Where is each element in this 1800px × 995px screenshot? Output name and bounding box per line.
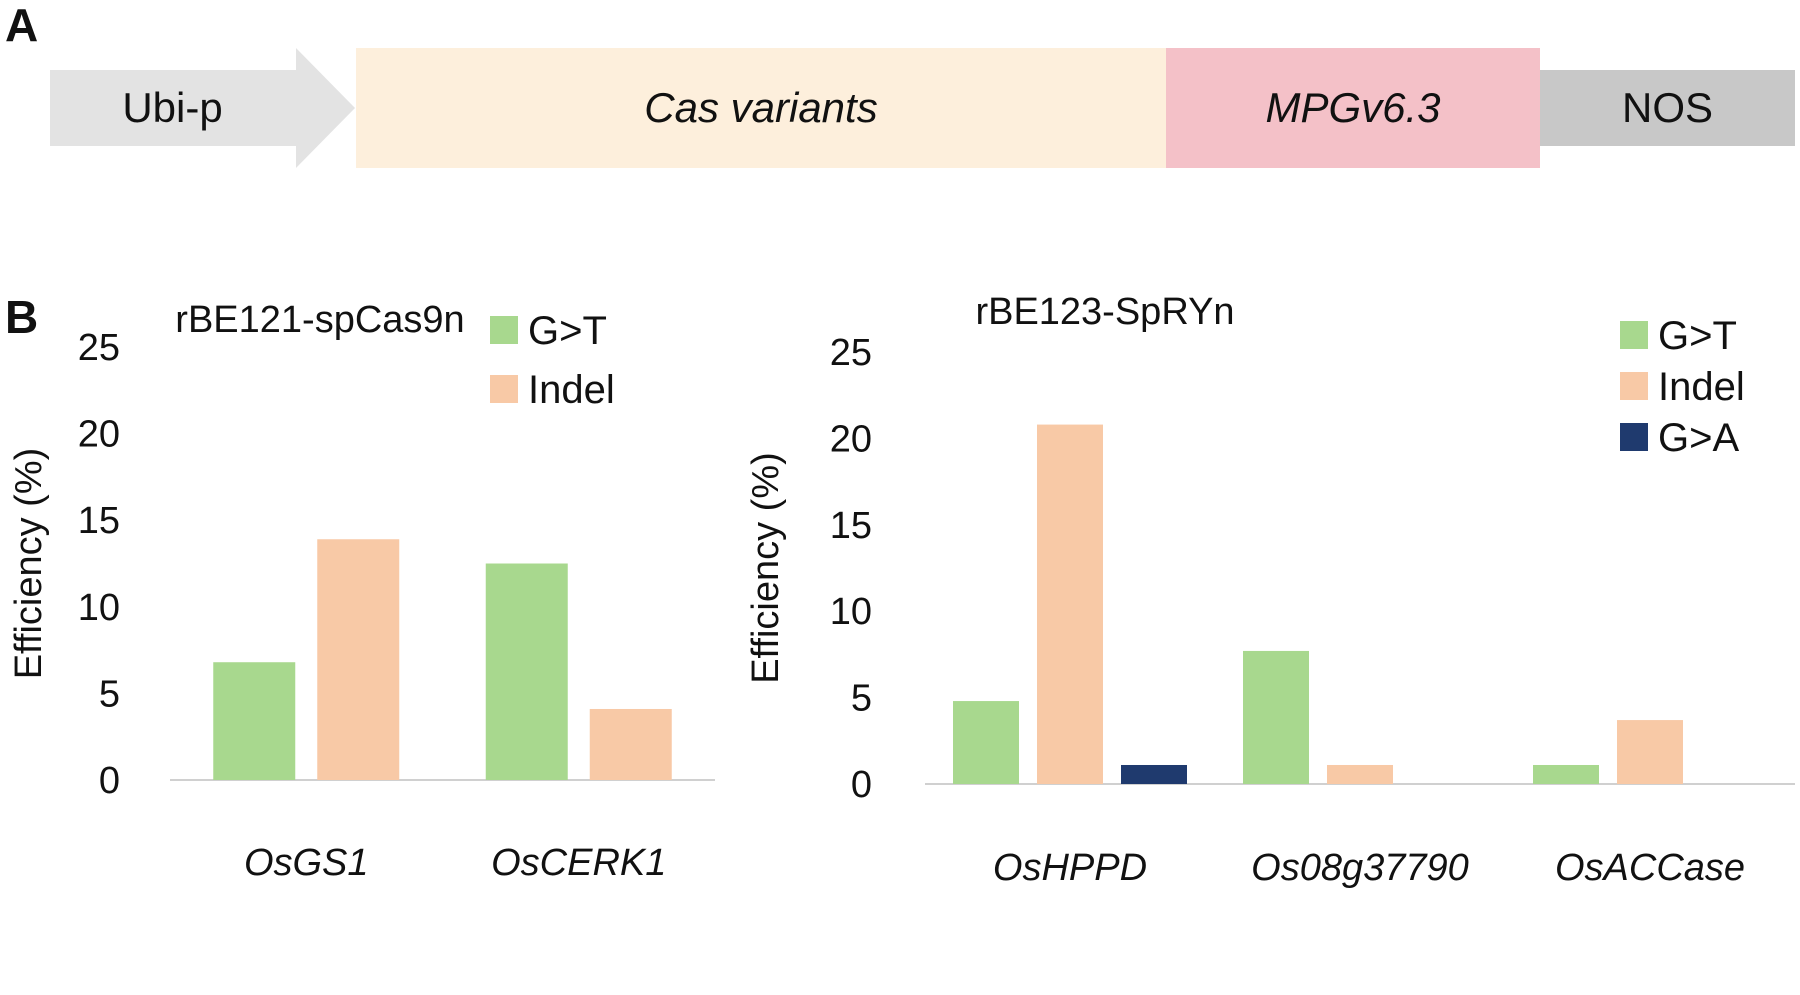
legend-label: G>T (528, 309, 607, 353)
legend-swatch (1620, 423, 1648, 451)
y-tick-label: 0 (99, 760, 120, 802)
legend-swatch (490, 375, 518, 403)
category-label: OsCERK1 (491, 842, 666, 884)
bar (317, 539, 400, 780)
y-tick-label: 5 (99, 673, 120, 715)
y-tick-label: 20 (830, 418, 872, 460)
legend-swatch (490, 316, 518, 344)
panel-label-b: B (5, 291, 39, 343)
cas-variants-text: Cas variants (644, 84, 878, 131)
legend-label: Indel (528, 368, 615, 412)
promoter-label: Ubi-p (50, 70, 295, 146)
chart-left: rBE121-spCas9n 0 5 10 15 20 25 Efficiency (%) Os… (0, 280, 720, 995)
chart-left-svg: rBE121-spCas9n 0 5 10 15 20 25 Efficiency (%) Os… (8, 299, 715, 884)
y-tick-label: 10 (830, 591, 872, 633)
y-tick-label: 5 (851, 678, 872, 720)
bar (213, 662, 296, 780)
y-tick-label: 0 (851, 764, 872, 806)
y-tick-label: 15 (78, 500, 120, 542)
bar (1037, 424, 1103, 784)
category-label: OsHPPD (993, 847, 1147, 889)
nos-text: NOS (1621, 84, 1713, 131)
bar (485, 563, 568, 780)
legend-label: G>A (1658, 416, 1739, 460)
construct-diagram: Ubi-p Cas variants MPGv6.3 NOS (0, 0, 1800, 200)
y-tick-label: 25 (78, 327, 120, 369)
legend-label: Indel (1658, 365, 1745, 409)
legend-label: G>T (1658, 314, 1737, 358)
category-label: OsGS1 (244, 842, 369, 884)
nos-terminator-block: NOS (1540, 70, 1795, 146)
chart-title: rBE121-spCas9n (175, 299, 464, 341)
legend-swatch (1620, 372, 1648, 400)
cas-variants-block: Cas variants (356, 48, 1166, 168)
bar (589, 708, 672, 780)
chart-right: rBE123-SpRYn 0 5 10 15 20 25 Efficiency (%) OsHP… (730, 280, 1795, 995)
bar (1121, 764, 1187, 784)
chart-title: rBE123-SpRYn (975, 291, 1234, 333)
bar (1243, 650, 1309, 784)
bar (1327, 764, 1393, 784)
y-axis-label: Efficiency (%) (745, 452, 787, 684)
mpg-text: MPGv6.3 (1265, 84, 1441, 131)
category-label: OsACCase (1555, 847, 1745, 889)
y-tick-label: 25 (830, 332, 872, 374)
promoter-text: Ubi-p (122, 84, 223, 131)
bar (953, 701, 1019, 784)
mpg-block: MPGv6.3 (1166, 48, 1540, 168)
y-tick-label: 15 (830, 505, 872, 547)
y-axis-label: Efficiency (%) (8, 448, 50, 680)
bar (1617, 720, 1683, 784)
panel-label-a: A (5, 0, 39, 51)
y-tick-label: 20 (78, 414, 120, 456)
chart-right-svg: rBE123-SpRYn 0 5 10 15 20 25 Efficiency (%) OsHP… (745, 291, 1795, 889)
category-label: Os08g37790 (1251, 847, 1469, 889)
y-tick-label: 10 (78, 587, 120, 629)
legend-swatch (1620, 321, 1648, 349)
bar (1533, 764, 1599, 784)
promoter-arrow (50, 48, 355, 168)
